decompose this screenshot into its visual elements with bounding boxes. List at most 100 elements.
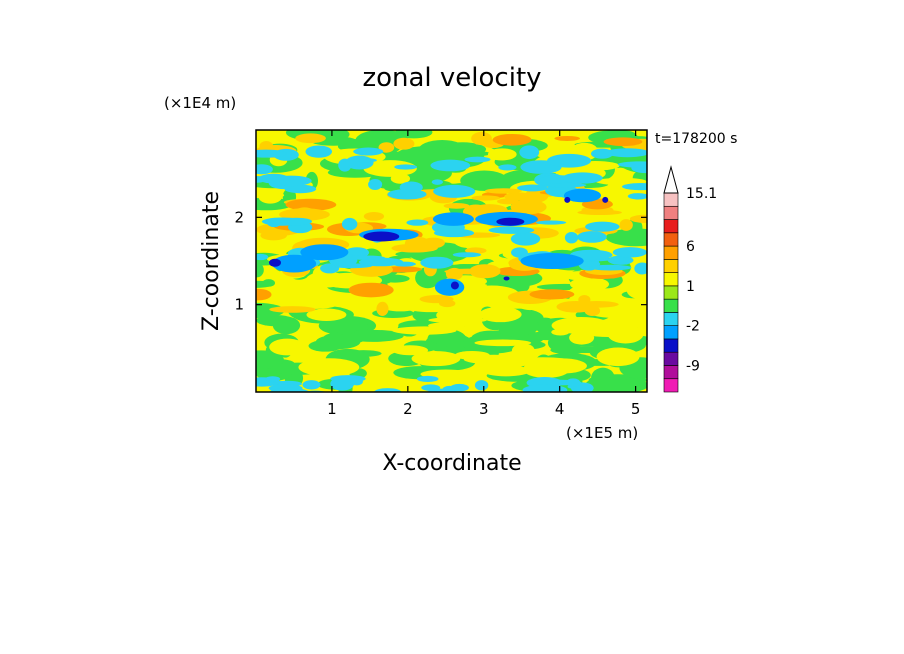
contour-green bbox=[467, 177, 501, 187]
contour-yellow bbox=[392, 345, 429, 356]
contour-orange bbox=[256, 288, 272, 301]
contour-cyan bbox=[522, 384, 568, 392]
contour-cyan bbox=[474, 380, 489, 391]
colorbar-tick-label: -9 bbox=[686, 358, 700, 374]
contour-orange bbox=[285, 198, 337, 211]
contour-cyan bbox=[387, 189, 427, 200]
contour-yellow bbox=[261, 192, 285, 199]
contour-green bbox=[256, 302, 285, 319]
contour-yellow bbox=[474, 339, 532, 347]
contour-yellow bbox=[282, 295, 342, 310]
contour-lightblue bbox=[563, 188, 602, 203]
contour-orange bbox=[376, 301, 389, 316]
contour-orange bbox=[556, 300, 596, 313]
colorbar-tick-label: 15.1 bbox=[686, 186, 717, 202]
contour-cyan bbox=[590, 148, 614, 159]
contour-orange bbox=[378, 142, 395, 153]
chart-title: zonal velocity bbox=[362, 63, 541, 93]
y-tick-label: 2 bbox=[234, 208, 244, 226]
contour-cyan bbox=[510, 232, 541, 246]
contour-orange bbox=[348, 282, 394, 298]
x-unit-label: (×1E5 m) bbox=[566, 424, 638, 442]
contour-yellow bbox=[569, 277, 610, 292]
y-axis: 12 bbox=[234, 208, 647, 314]
contour-orange bbox=[269, 306, 316, 313]
contour-cyan bbox=[426, 388, 453, 392]
contour-cyan bbox=[280, 217, 312, 226]
contour-orange bbox=[419, 295, 454, 304]
contour-cyan bbox=[368, 178, 383, 190]
contour-blue bbox=[564, 196, 571, 203]
contour-yellow bbox=[298, 358, 360, 377]
contour-yellow bbox=[488, 152, 514, 161]
contour-green bbox=[256, 350, 284, 369]
contour-yellow bbox=[361, 194, 384, 202]
contour-cyan bbox=[416, 375, 439, 382]
contour-cyan bbox=[430, 159, 471, 172]
contour-yellow bbox=[522, 360, 570, 378]
contour-orange bbox=[629, 214, 647, 223]
contour-yellow bbox=[392, 326, 457, 335]
colorbar-tick-label: -2 bbox=[686, 319, 700, 335]
contour-cyan bbox=[392, 261, 416, 267]
contour-yellow bbox=[463, 285, 520, 305]
contour-yellow bbox=[463, 354, 525, 365]
contour-blue bbox=[602, 196, 609, 203]
x-tick-label: 4 bbox=[555, 400, 565, 418]
contour-yellow bbox=[479, 306, 522, 323]
contour-green bbox=[381, 151, 424, 163]
contour-cyan bbox=[284, 184, 317, 194]
colorbar-swatch bbox=[663, 338, 679, 353]
y-tick-label: 1 bbox=[234, 296, 244, 314]
contour-cyan bbox=[268, 387, 311, 392]
contour-orange bbox=[260, 230, 287, 241]
contour-green bbox=[332, 315, 360, 335]
contour-yellow bbox=[306, 308, 347, 322]
contour-yellow bbox=[609, 200, 643, 218]
x-tick-label: 3 bbox=[479, 400, 489, 418]
contour-blue bbox=[268, 258, 281, 267]
contour-cyan bbox=[585, 221, 620, 232]
contour-cyan bbox=[350, 377, 363, 386]
contour-green bbox=[395, 130, 433, 139]
contour-cyan bbox=[589, 264, 632, 271]
x-axis-label: X-coordinate bbox=[382, 451, 521, 476]
contour-yellow bbox=[269, 338, 306, 356]
colorbar-swatch bbox=[663, 259, 679, 273]
contour-cyan bbox=[302, 380, 321, 390]
contour-lightblue bbox=[271, 254, 317, 273]
colorbar: 15.1 6 1 -2 -9 bbox=[663, 165, 717, 393]
contour-lightblue bbox=[520, 252, 584, 270]
contour-cyan bbox=[346, 255, 385, 260]
colorbar-tick-label: 6 bbox=[686, 239, 695, 255]
contour-yellow bbox=[428, 317, 487, 324]
contour-cyan bbox=[498, 164, 517, 171]
contour-yellow bbox=[576, 323, 641, 338]
contour-cyan bbox=[433, 184, 476, 198]
contour-cyan bbox=[634, 262, 647, 275]
contour-green bbox=[473, 171, 501, 180]
contour-orange bbox=[619, 219, 633, 231]
colorbar-swatch bbox=[663, 245, 679, 260]
contour-orange bbox=[577, 209, 622, 216]
x-tick-label: 1 bbox=[327, 400, 337, 418]
contour-blue bbox=[450, 281, 459, 290]
contour-green bbox=[272, 316, 301, 335]
x-tick-label: 5 bbox=[631, 400, 641, 418]
contour-green bbox=[256, 262, 264, 278]
colorbar-swatch bbox=[663, 285, 679, 300]
contour-cyan bbox=[492, 392, 529, 400]
contour-cyan bbox=[256, 149, 287, 158]
contour-green bbox=[256, 280, 273, 288]
contour-green bbox=[607, 130, 637, 140]
contour-cyan bbox=[341, 217, 358, 231]
contour-orange bbox=[603, 137, 643, 147]
contour-orange bbox=[492, 133, 532, 146]
contour-cyan bbox=[406, 219, 429, 226]
contour-cyan bbox=[330, 376, 355, 391]
contour-blue bbox=[503, 276, 510, 281]
contour-cyan bbox=[577, 231, 607, 243]
contour-yellow bbox=[596, 347, 640, 367]
contour-cyan bbox=[519, 145, 540, 160]
y-axis-label: Z-coordinate bbox=[199, 191, 224, 331]
